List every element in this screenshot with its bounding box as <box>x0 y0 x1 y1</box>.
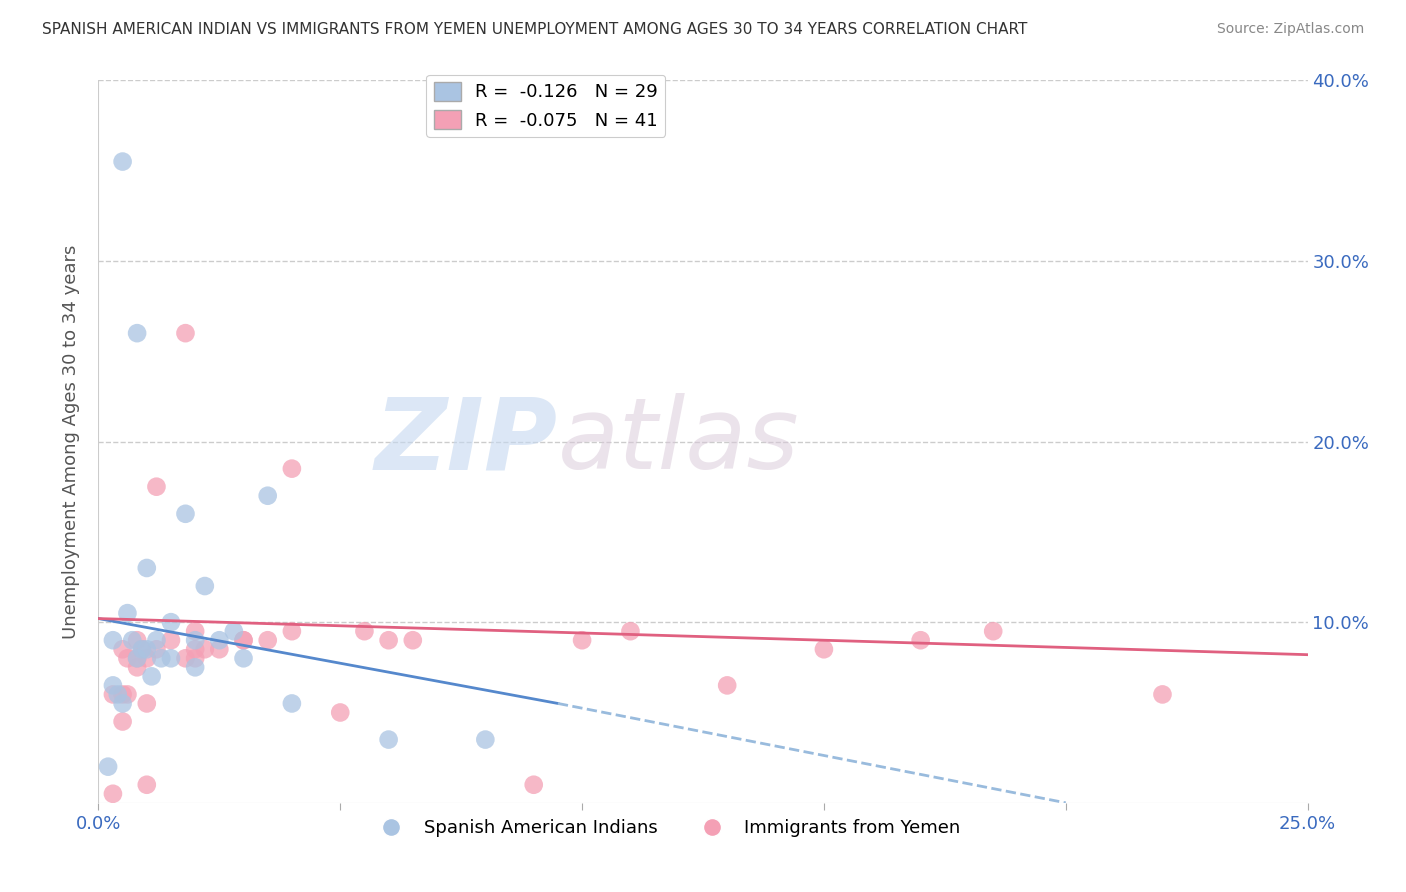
Point <box>101 687 124 701</box>
Point <box>184 624 207 639</box>
Point <box>111 714 134 729</box>
Point <box>160 633 183 648</box>
Point <box>232 651 254 665</box>
Text: SPANISH AMERICAN INDIAN VS IMMIGRANTS FROM YEMEN UNEMPLOYMENT AMONG AGES 30 TO 3: SPANISH AMERICAN INDIAN VS IMMIGRANTS FR… <box>42 22 1028 37</box>
Point <box>184 651 207 665</box>
Point <box>101 787 124 801</box>
Point <box>174 651 197 665</box>
Point <box>135 697 157 711</box>
Point <box>101 678 124 692</box>
Point <box>141 669 163 683</box>
Point <box>474 732 496 747</box>
Point <box>101 633 124 648</box>
Point <box>135 651 157 665</box>
Point <box>716 678 738 692</box>
Point <box>135 642 157 657</box>
Point <box>127 326 149 340</box>
Y-axis label: Unemployment Among Ages 30 to 34 years: Unemployment Among Ages 30 to 34 years <box>62 244 80 639</box>
Point <box>256 633 278 648</box>
Point <box>813 642 835 657</box>
Point <box>571 633 593 648</box>
Point <box>402 633 425 648</box>
Point <box>232 633 254 648</box>
Point <box>111 687 134 701</box>
Point <box>127 633 149 648</box>
Point <box>135 561 157 575</box>
Point <box>135 778 157 792</box>
Point <box>619 624 641 639</box>
Point <box>523 778 546 792</box>
Text: Source: ZipAtlas.com: Source: ZipAtlas.com <box>1216 22 1364 37</box>
Point <box>256 489 278 503</box>
Point <box>150 651 173 665</box>
Point <box>107 687 129 701</box>
Legend: Spanish American Indians, Immigrants from Yemen: Spanish American Indians, Immigrants fro… <box>366 812 967 845</box>
Point <box>208 633 231 648</box>
Point <box>194 642 217 657</box>
Point <box>117 606 139 620</box>
Point <box>208 642 231 657</box>
Point <box>184 633 207 648</box>
Point <box>353 624 375 639</box>
Point <box>232 633 254 648</box>
Point <box>117 687 139 701</box>
Point <box>174 326 197 340</box>
Point <box>981 624 1004 639</box>
Point <box>377 633 399 648</box>
Point <box>117 651 139 665</box>
Point <box>281 624 304 639</box>
Point <box>1152 687 1174 701</box>
Point <box>111 697 134 711</box>
Point <box>131 642 153 657</box>
Point <box>121 633 143 648</box>
Text: ZIP: ZIP <box>375 393 558 490</box>
Point <box>377 732 399 747</box>
Point <box>910 633 932 648</box>
Point <box>111 642 134 657</box>
Point <box>160 615 183 630</box>
Text: atlas: atlas <box>558 393 800 490</box>
Point <box>281 461 304 475</box>
Point <box>222 624 245 639</box>
Point <box>281 697 304 711</box>
Point <box>174 507 197 521</box>
Point <box>97 760 120 774</box>
Point <box>160 651 183 665</box>
Point <box>127 651 149 665</box>
Point <box>145 633 167 648</box>
Point <box>145 642 167 657</box>
Point <box>131 642 153 657</box>
Point <box>127 651 149 665</box>
Point <box>145 480 167 494</box>
Point <box>184 660 207 674</box>
Point <box>127 660 149 674</box>
Point <box>194 579 217 593</box>
Point <box>329 706 352 720</box>
Point <box>184 642 207 657</box>
Point <box>111 154 134 169</box>
